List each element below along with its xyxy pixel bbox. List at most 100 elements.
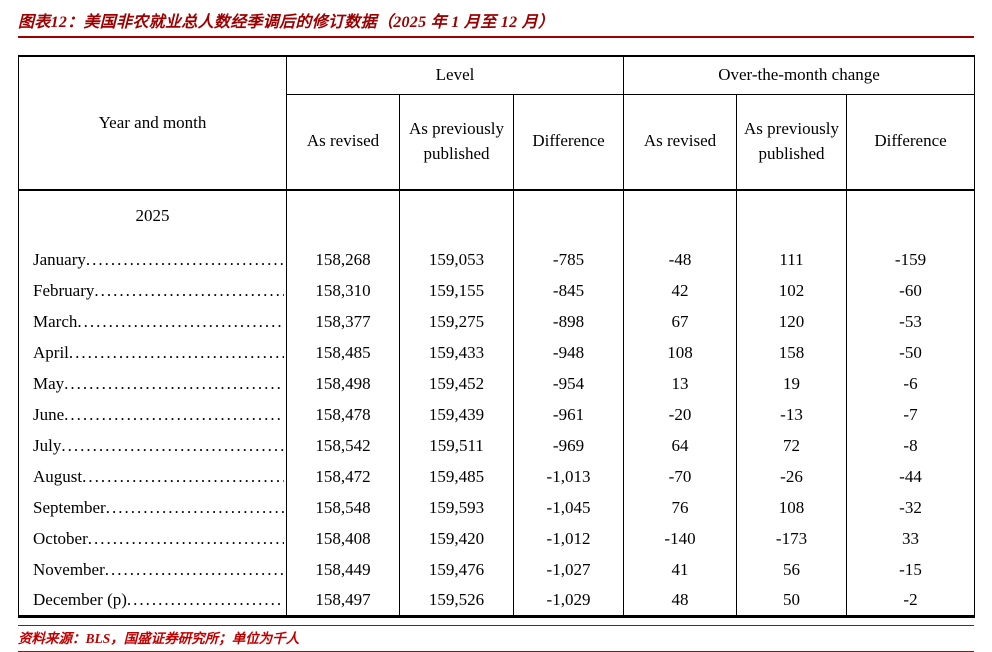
table-row: December (p) 158,497 159,526 -1,029 48 5… [18, 585, 976, 616]
dot-leader [64, 374, 284, 394]
month-cell-inner: July [19, 436, 286, 456]
cell-otm-as-previously-published: 102 [736, 275, 847, 306]
month-cell-inner: August [19, 467, 286, 487]
month-cell: October [18, 523, 287, 554]
cell-level-as-previously-published: 159,526 [399, 585, 514, 616]
month-cell-inner: December (p) [19, 590, 286, 610]
cell-otm-difference: -60 [845, 275, 976, 306]
group-header-row: Year and month Level Over-the-month chan… [18, 56, 976, 191]
cell-level-as-revised: 158,408 [286, 523, 400, 554]
table-row: November 158,449 159,476 -1,027 41 56 -1… [18, 554, 976, 585]
col-header-otm-as-previously-published: As previously published [736, 94, 847, 191]
month-label: November [33, 559, 105, 579]
cell-level-as-previously-published: 159,155 [399, 275, 514, 306]
cell-level-difference: -898 [513, 306, 624, 337]
sub-header-row: As revised As previously published Diffe… [19, 94, 976, 191]
col-group-header-over-the-month-change: Over-the-month change [622, 56, 976, 95]
cell-otm-as-previously-published: 111 [736, 244, 847, 275]
dot-leader [77, 312, 284, 332]
table-header: Year and month Level Over-the-month chan… [18, 56, 976, 191]
cell-level-as-previously-published: 159,433 [399, 337, 514, 368]
empty-cell [399, 190, 514, 244]
cell-level-as-previously-published: 159,053 [399, 244, 514, 275]
cell-otm-as-previously-published: 108 [736, 492, 847, 523]
cell-otm-as-previously-published: 56 [736, 554, 847, 585]
cell-level-as-previously-published: 159,485 [399, 461, 514, 492]
year-section-row: 2025 [18, 190, 976, 244]
month-label: March [33, 311, 78, 331]
month-cell: April [18, 337, 287, 368]
month-cell-inner: September [19, 498, 286, 518]
footer-rule-top [18, 624, 974, 626]
cell-otm-difference: -53 [845, 306, 976, 337]
cell-otm-difference: -8 [845, 430, 976, 461]
month-cell-inner: June [19, 405, 286, 425]
cell-level-as-previously-published: 159,476 [399, 554, 514, 585]
cell-level-as-revised: 158,268 [286, 244, 400, 275]
cell-level-as-previously-published: 159,593 [399, 492, 514, 523]
table-row: October 158,408 159,420 -1,012 -140 -173… [18, 523, 976, 554]
col-header-level-as-revised: As revised [286, 94, 400, 191]
cell-otm-difference: -50 [845, 337, 976, 368]
dot-leader [106, 498, 284, 518]
cell-otm-difference: -6 [845, 368, 976, 399]
table-row: May 158,498 159,452 -954 13 19 -6 [18, 368, 976, 399]
empty-cell [623, 190, 737, 244]
month-cell: May [18, 368, 287, 399]
month-label: January [33, 249, 86, 269]
month-label: April [33, 342, 69, 362]
month-cell: June [18, 399, 287, 430]
cell-otm-as-revised: 48 [623, 585, 737, 616]
cell-otm-difference: -15 [845, 554, 976, 585]
month-label: September [33, 497, 106, 517]
dot-leader [64, 405, 284, 425]
cell-otm-as-previously-published: -26 [736, 461, 847, 492]
cell-level-as-revised: 158,478 [286, 399, 400, 430]
cell-otm-difference: -159 [845, 244, 976, 275]
cell-otm-as-previously-published: 120 [736, 306, 847, 337]
col-header-level-difference: Difference [513, 94, 624, 191]
cell-level-as-previously-published: 159,275 [399, 306, 514, 337]
revision-data-table: Year and month Level Over-the-month chan… [18, 55, 976, 618]
footer-rule-bottom [18, 650, 974, 652]
dot-leader [94, 281, 284, 301]
cell-level-difference: -1,013 [513, 461, 624, 492]
table-row: January 158,268 159,053 -785 -48 111 -15… [18, 244, 976, 275]
empty-cell [736, 190, 847, 244]
cell-otm-as-revised: -48 [623, 244, 737, 275]
month-cell: December (p) [18, 585, 287, 616]
cell-level-difference: -969 [513, 430, 624, 461]
month-cell-inner: February [19, 281, 286, 301]
cell-level-as-revised: 158,542 [286, 430, 400, 461]
cell-level-as-revised: 158,497 [286, 585, 400, 616]
dot-leader [127, 590, 284, 610]
cell-level-difference: -961 [513, 399, 624, 430]
figure-title: 图表12：美国非农就业总人数经季调后的修订数据（2025 年 1 月至 12 月… [18, 14, 555, 31]
cell-level-as-previously-published: 159,452 [399, 368, 514, 399]
month-cell: January [18, 244, 287, 275]
month-cell-inner: October [19, 529, 286, 549]
empty-cell [845, 190, 976, 244]
cell-level-as-revised: 158,498 [286, 368, 400, 399]
table-row: June 158,478 159,439 -961 -20 -13 -7 [18, 399, 976, 430]
cell-otm-difference: -32 [845, 492, 976, 523]
cell-otm-as-revised: 67 [623, 306, 737, 337]
month-cell: November [18, 554, 287, 585]
cell-otm-as-previously-published: -13 [736, 399, 847, 430]
cell-level-as-revised: 158,449 [286, 554, 400, 585]
month-cell: February [18, 275, 287, 306]
cell-level-difference: -845 [513, 275, 624, 306]
table-row: July 158,542 159,511 -969 64 72 -8 [18, 430, 976, 461]
dot-leader [88, 529, 284, 549]
month-label: October [33, 528, 88, 548]
source-note: 资料来源：BLS，国盛证券研究所；单位为千人 [18, 630, 300, 646]
cell-level-as-previously-published: 159,439 [399, 399, 514, 430]
cell-otm-as-revised: -70 [623, 461, 737, 492]
empty-cell [513, 190, 624, 244]
cell-level-as-previously-published: 159,420 [399, 523, 514, 554]
month-label: February [33, 280, 95, 300]
table-row: February 158,310 159,155 -845 42 102 -60 [18, 275, 976, 306]
cell-otm-difference: -7 [845, 399, 976, 430]
cell-level-as-revised: 158,377 [286, 306, 400, 337]
